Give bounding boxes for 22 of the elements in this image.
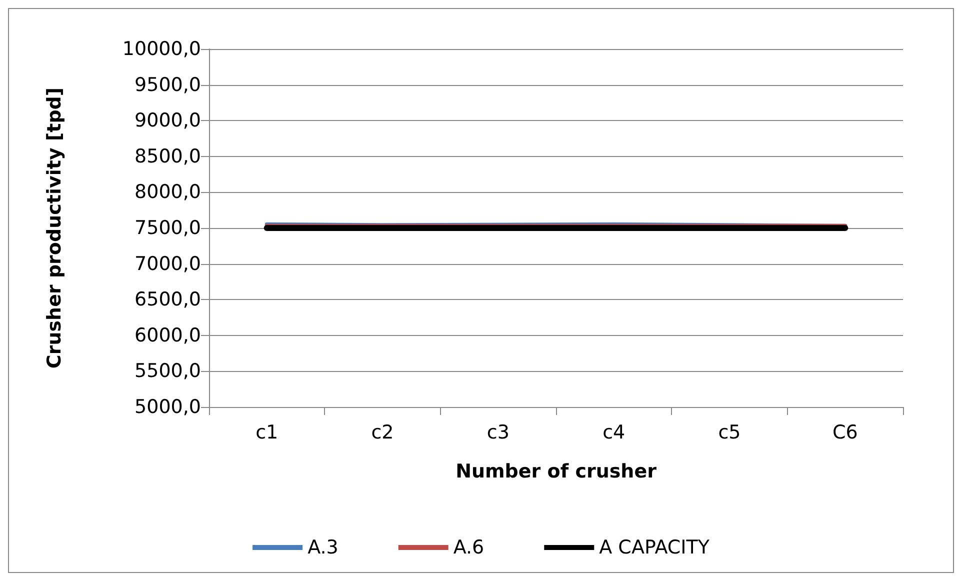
legend-label: A.6 [453, 536, 484, 558]
y-tick-label: 5000,0 [134, 396, 201, 418]
y-tick-label: 6000,0 [134, 324, 201, 346]
x-tick-label: c1 [256, 422, 278, 444]
y-tick-label: 5500,0 [134, 360, 201, 382]
x-axis-title: Number of crusher [456, 460, 658, 482]
x-tick-label: c2 [371, 422, 394, 444]
y-axis-title: Crusher productivity [tpd] [44, 87, 66, 369]
y-tick-label: 6500,0 [134, 288, 201, 311]
x-tick-label: c3 [486, 422, 510, 444]
x-tick-label: c5 [718, 422, 741, 444]
y-tick-label: 8500,0 [134, 145, 201, 168]
y-tick-label: 9500,0 [134, 74, 201, 96]
y-tick-label: 8000,0 [134, 181, 201, 204]
y-tick-label: 7000,0 [134, 252, 201, 275]
x-tick-label: c4 [602, 422, 626, 444]
x-tick-label: C6 [832, 422, 858, 444]
y-tick-label: 10000,0 [122, 38, 201, 60]
legend-label: A.3 [308, 536, 338, 558]
legend-label: A CAPACITY [599, 536, 710, 558]
y-tick-label: 7500,0 [134, 217, 201, 239]
y-tick-label: 9000,0 [134, 110, 201, 132]
